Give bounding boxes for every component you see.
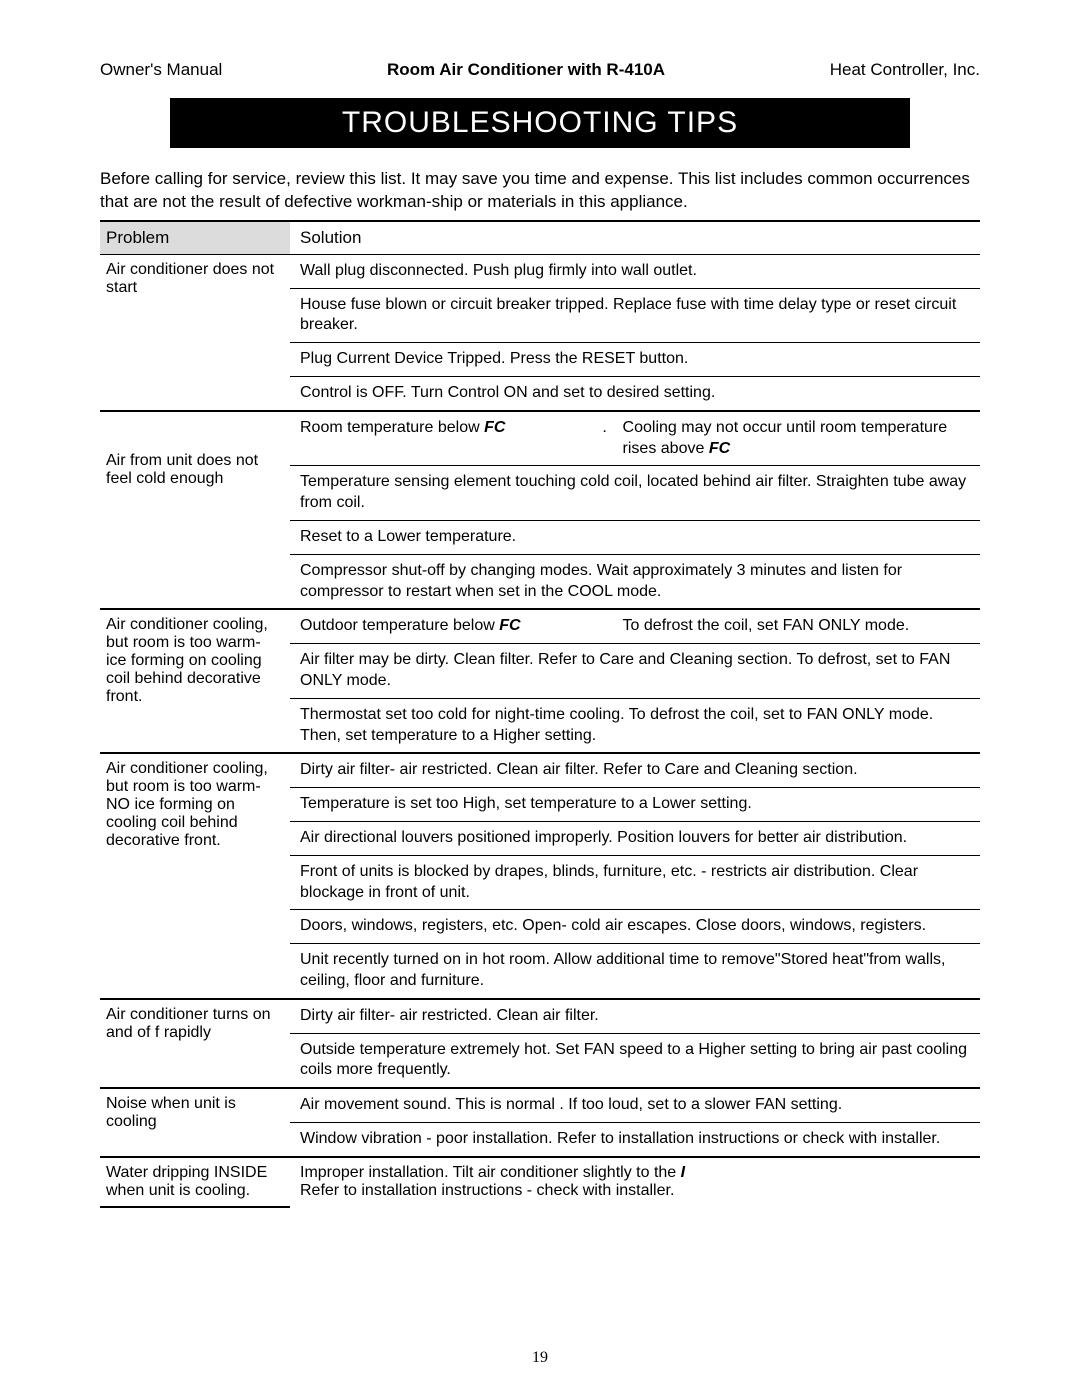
table-row: Water dripping INSIDE when unit is cooli… xyxy=(100,1157,980,1207)
section-title: TROUBLESHOOTING TIPS xyxy=(170,98,910,148)
solution-cell: Thermostat set too cold for night-time c… xyxy=(290,698,980,753)
sol-text: Outdoor temperature below xyxy=(300,617,499,634)
solution-cell: Plug Current Device Tripped. Press the R… xyxy=(290,343,980,377)
sol-text: To defrost the coil, set FAN ONLY mode. xyxy=(623,616,972,637)
solution-cell: Air movement sound. This is normal . If … xyxy=(290,1088,980,1122)
solution-cell: Window vibration - poor installation. Re… xyxy=(290,1122,980,1156)
sol-text: Cooling may not occur until room tempera… xyxy=(623,419,948,457)
solution-cell: House fuse blown or circuit breaker trip… xyxy=(290,288,980,343)
solution-cell: Unit recently turned on in hot room. All… xyxy=(290,944,980,999)
solution-cell: Temperature is set too High, set tempera… xyxy=(290,788,980,822)
sol-dot: . xyxy=(602,418,622,460)
header-solution: Solution xyxy=(290,221,980,255)
problem-cell: Water dripping INSIDE when unit is cooli… xyxy=(100,1157,290,1207)
solution-cell: Doors, windows, registers, etc. Open- co… xyxy=(290,910,980,944)
solution-cell: Improper installation. Tilt air conditio… xyxy=(290,1157,980,1207)
table-row: Air from unit does not feel cold enough … xyxy=(100,411,980,466)
page-number: 19 xyxy=(0,1349,1080,1367)
solution-cell: Control is OFF. Turn Control ON and set … xyxy=(290,377,980,411)
table-row: Noise when unit is cooling Air movement … xyxy=(100,1088,980,1122)
solution-cell: Room temperature below FC . Cooling may … xyxy=(290,411,980,466)
solution-cell: Front of units is blocked by drapes, bli… xyxy=(290,855,980,910)
problem-cell: Air conditioner cooling, but room is too… xyxy=(100,753,290,998)
fc-marker: FC xyxy=(709,440,730,457)
problem-cell: Noise when unit is cooling xyxy=(100,1088,290,1157)
header-problem: Problem xyxy=(100,221,290,255)
solution-cell: Outside temperature extremely hot. Set F… xyxy=(290,1033,980,1088)
sol-text: Unit recently turned on in hot room. All… xyxy=(300,951,775,968)
solution-cell: Temperature sensing element touching col… xyxy=(290,466,980,521)
problem-cell: Air from unit does not feel cold enough xyxy=(100,411,290,610)
intro-paragraph: Before calling for service, review this … xyxy=(100,168,980,214)
sol-text: Room temperature below xyxy=(300,419,484,436)
solution-cell: Outdoor temperature below FC To defrost … xyxy=(290,609,980,643)
troubleshooting-table: Problem Solution Air conditioner does no… xyxy=(100,220,980,1208)
header-right: Heat Controller, Inc. xyxy=(830,60,980,80)
table-header-row: Problem Solution xyxy=(100,221,980,255)
page-header: Owner's Manual Room Air Conditioner with… xyxy=(100,60,980,80)
fc-marker: FC xyxy=(499,617,520,634)
table-row: Air conditioner does not start Wall plug… xyxy=(100,254,980,288)
solution-cell: Air filter may be dirty. Clean filter. R… xyxy=(290,644,980,699)
problem-cell: Air conditioner cooling, but room is too… xyxy=(100,609,290,753)
table-row: Air conditioner turns on and of f rapidl… xyxy=(100,999,980,1033)
sol-text: Refer to installation instructions - che… xyxy=(300,1182,674,1199)
table-row: Air conditioner cooling, but room is too… xyxy=(100,609,980,643)
fc-marker: FC xyxy=(484,419,505,436)
problem-cell: Air conditioner does not start xyxy=(100,254,290,410)
italic-marker: I xyxy=(681,1164,685,1181)
sol-text: Improper installation. Tilt air conditio… xyxy=(300,1164,681,1181)
table-row: Air conditioner cooling, but room is too… xyxy=(100,753,980,787)
solution-cell: Compressor shut-off by changing modes. W… xyxy=(290,554,980,609)
sol-text: Stored heat xyxy=(781,951,864,968)
solution-cell: Wall plug disconnected. Push plug firmly… xyxy=(290,254,980,288)
solution-cell: Reset to a Lower temperature. xyxy=(290,521,980,555)
header-center: Room Air Conditioner with R-410A xyxy=(387,60,665,80)
solution-cell: Dirty air filter- air restricted. Clean … xyxy=(290,753,980,787)
solution-cell: Dirty air filter- air restricted. Clean … xyxy=(290,999,980,1033)
header-left: Owner's Manual xyxy=(100,60,222,80)
solution-cell: Air directional louvers positioned impro… xyxy=(290,822,980,856)
problem-cell: Air conditioner turns on and of f rapidl… xyxy=(100,999,290,1088)
